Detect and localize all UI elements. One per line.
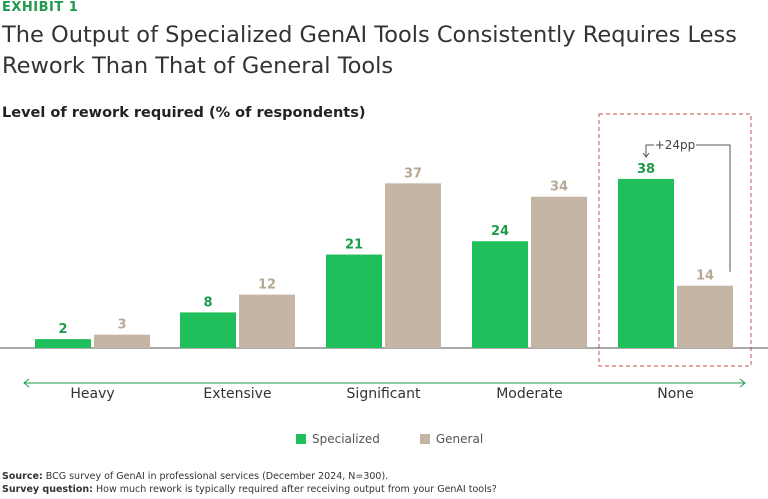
legend-swatch-specialized bbox=[296, 434, 306, 444]
data-label-specialized-significant: 21 bbox=[345, 238, 363, 253]
survey-question-label: Survey question: bbox=[2, 484, 93, 495]
source-note: Source: BCG survey of GenAI in professio… bbox=[2, 470, 497, 496]
bar-specialized-moderate bbox=[472, 241, 528, 348]
data-label-specialized-moderate: 24 bbox=[491, 224, 509, 239]
data-label-general-significant: 37 bbox=[404, 166, 422, 181]
highlight-box bbox=[598, 113, 752, 367]
scale-arrow-right-head bbox=[739, 378, 746, 388]
annotation-arrowhead bbox=[642, 152, 650, 158]
legend-label-general: General bbox=[435, 432, 484, 446]
legend: Specialized General bbox=[296, 432, 483, 446]
bar-general-moderate bbox=[531, 196, 587, 348]
bar-general-significant bbox=[385, 183, 441, 348]
annotation-bracket-left bbox=[645, 144, 654, 157]
bar-specialized-none bbox=[618, 178, 674, 348]
bar-general-none bbox=[677, 285, 733, 348]
category-label-significant: Significant bbox=[347, 386, 421, 402]
legend-item-general: General bbox=[419, 432, 484, 446]
bar-general-extensive bbox=[239, 294, 295, 348]
bar-specialized-significant bbox=[326, 254, 382, 348]
bar-general-heavy bbox=[94, 334, 150, 348]
data-label-specialized-extensive: 8 bbox=[203, 295, 212, 310]
data-label-general-moderate: 34 bbox=[550, 180, 568, 195]
source-text: BCG survey of GenAI in professional serv… bbox=[45, 471, 389, 482]
exhibit-label: EXHIBIT 1 bbox=[2, 0, 79, 15]
category-label-none: None bbox=[657, 386, 694, 402]
category-label-extensive: Extensive bbox=[203, 386, 271, 402]
data-label-general-extensive: 12 bbox=[258, 278, 276, 293]
chart-subtitle: Level of rework required (% of responden… bbox=[2, 105, 366, 121]
source-label: Source: bbox=[2, 471, 43, 482]
bar-specialized-heavy bbox=[35, 339, 91, 348]
bar-specialized-extensive bbox=[180, 312, 236, 348]
survey-question-text: How much rework is typically required af… bbox=[96, 484, 497, 495]
annotation-label: +24pp bbox=[655, 138, 696, 152]
legend-swatch-general bbox=[419, 434, 430, 444]
category-label-moderate: Moderate bbox=[496, 386, 563, 402]
legend-label-specialized: Specialized bbox=[312, 432, 380, 446]
chart-title: The Output of Specialized GenAI Tools Co… bbox=[2, 22, 737, 79]
data-label-specialized-none: 38 bbox=[637, 162, 655, 177]
category-label-heavy: Heavy bbox=[70, 386, 114, 402]
data-label-general-heavy: 3 bbox=[117, 318, 126, 333]
data-label-specialized-heavy: 2 bbox=[58, 322, 67, 337]
annotation-bracket-right bbox=[696, 144, 731, 272]
legend-item-specialized: Specialized bbox=[296, 432, 380, 446]
data-label-general-none: 14 bbox=[696, 269, 714, 284]
scale-arrow-left-head bbox=[23, 378, 30, 388]
